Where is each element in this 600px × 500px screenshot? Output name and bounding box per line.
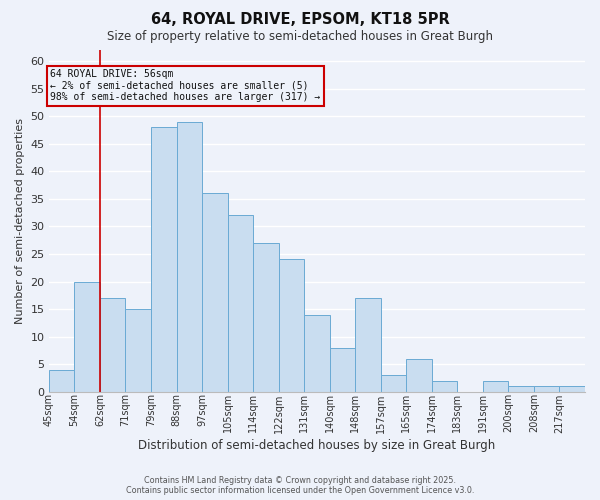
Bar <box>329 348 355 392</box>
Bar <box>278 260 304 392</box>
Bar <box>381 376 406 392</box>
Bar <box>227 216 253 392</box>
Bar <box>483 381 508 392</box>
Bar <box>355 298 381 392</box>
X-axis label: Distribution of semi-detached houses by size in Great Burgh: Distribution of semi-detached houses by … <box>138 440 496 452</box>
Bar <box>100 298 125 392</box>
Bar <box>432 381 457 392</box>
Bar <box>151 127 176 392</box>
Text: Contains HM Land Registry data © Crown copyright and database right 2025.: Contains HM Land Registry data © Crown c… <box>144 476 456 485</box>
Bar <box>49 370 74 392</box>
Y-axis label: Number of semi-detached properties: Number of semi-detached properties <box>15 118 25 324</box>
Text: Size of property relative to semi-detached houses in Great Burgh: Size of property relative to semi-detach… <box>107 30 493 43</box>
Bar <box>304 314 329 392</box>
Text: 64, ROYAL DRIVE, EPSOM, KT18 5PR: 64, ROYAL DRIVE, EPSOM, KT18 5PR <box>151 12 449 28</box>
Bar <box>202 194 227 392</box>
Text: 64 ROYAL DRIVE: 56sqm
← 2% of semi-detached houses are smaller (5)
98% of semi-d: 64 ROYAL DRIVE: 56sqm ← 2% of semi-detac… <box>50 70 320 102</box>
Bar <box>74 282 100 392</box>
Text: Contains public sector information licensed under the Open Government Licence v3: Contains public sector information licen… <box>126 486 474 495</box>
Bar <box>253 243 278 392</box>
Bar <box>508 386 534 392</box>
Bar <box>176 122 202 392</box>
Bar <box>559 386 585 392</box>
Bar <box>125 309 151 392</box>
Bar <box>534 386 559 392</box>
Bar <box>406 358 432 392</box>
